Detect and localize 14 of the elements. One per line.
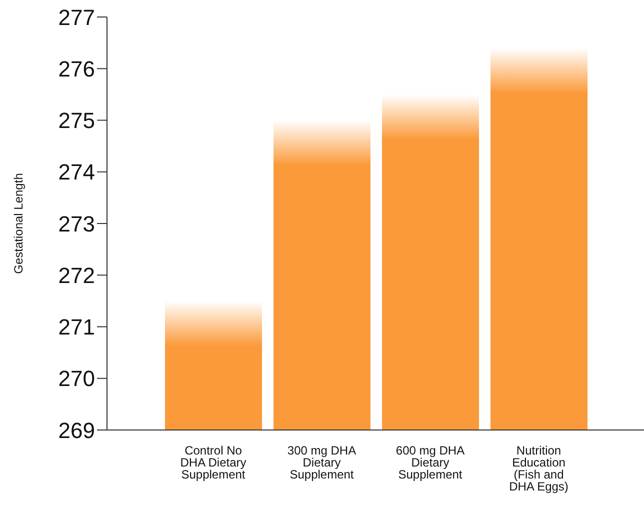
y-tick-label: 273: [58, 211, 95, 236]
y-tick-label: 270: [58, 366, 95, 392]
x-tick-label: Control No DHA Dietary Supplement: [180, 444, 246, 482]
y-tick-label: 277: [58, 4, 95, 30]
y-tick-label: 274: [58, 160, 95, 185]
y-tick-label: 272: [58, 262, 95, 288]
x-tick-label: 300 mg DHA Dietary Supplement: [287, 444, 356, 482]
x-tick-label: 600 mg DHA Dietary Supplement: [396, 444, 465, 482]
y-axis-title: Gestational Length: [11, 173, 26, 274]
y-tick-label: 269: [58, 418, 95, 443]
y-tick-label: 271: [58, 314, 95, 340]
y-tick-label: 275: [58, 108, 95, 134]
x-tick-label: Nutrition Education (Fish and DHA Eggs): [509, 444, 568, 494]
y-tick-label: 276: [58, 56, 95, 82]
